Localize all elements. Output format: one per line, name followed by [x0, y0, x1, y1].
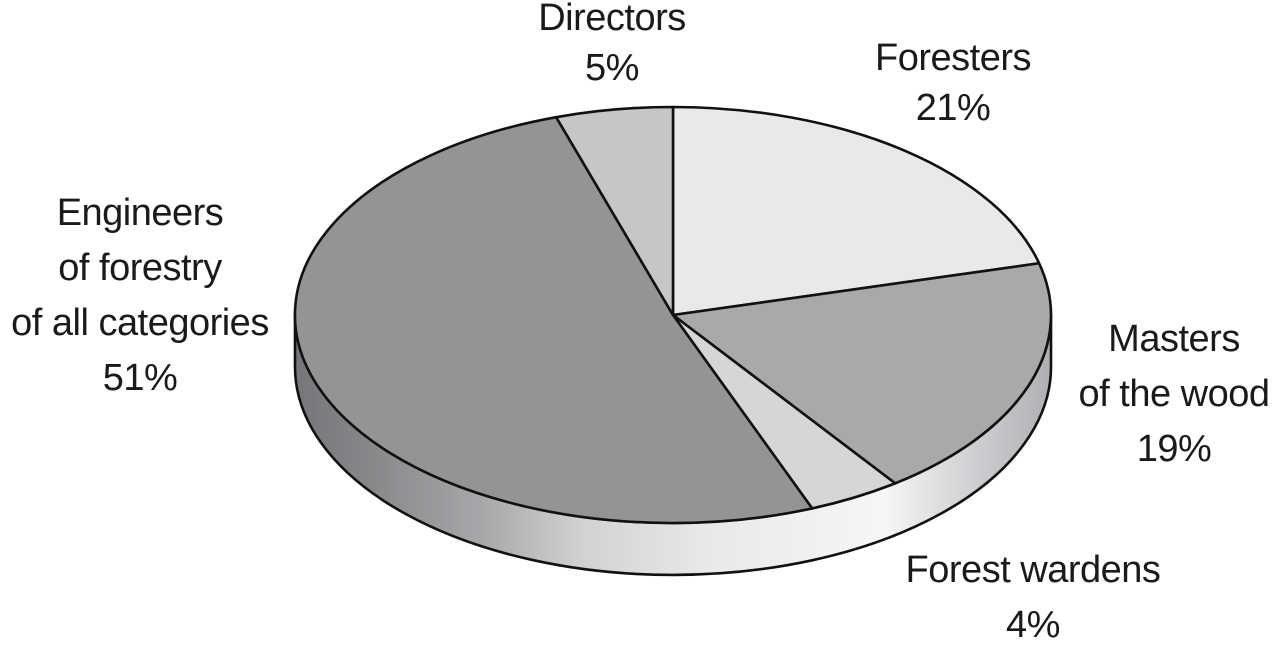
- callout-line: 19%: [1136, 428, 1212, 470]
- label-foresters: Foresters 21%: [875, 33, 1031, 133]
- callout-line: Forest wardens: [905, 549, 1161, 591]
- callout-line: 4%: [1006, 604, 1060, 646]
- pie-slice-masters-of-the-wood: [671, 261, 1053, 485]
- callout-line: of forestry: [58, 247, 222, 289]
- callout-line: 51%: [102, 357, 178, 399]
- callout-line: Directors: [538, 0, 686, 39]
- callout-line: Masters: [1108, 318, 1240, 360]
- pie-slice-directors: [554, 105, 675, 317]
- callout-line: 21%: [915, 87, 991, 129]
- callout-line: Foresters: [875, 37, 1031, 79]
- callout-line: Engineers: [56, 192, 224, 234]
- label-engineers: Engineers of forestry of all categories …: [11, 186, 269, 406]
- callout-line: of the wood: [1078, 373, 1270, 415]
- label-masters: Masters of the wood 19%: [1079, 312, 1270, 477]
- label-forest-wardens: Forest wardens 4%: [906, 543, 1161, 646]
- callout-line: of all categories: [11, 302, 269, 344]
- callout-line: 5%: [585, 47, 639, 89]
- label-directors: Directors 5%: [538, 0, 686, 93]
- pie-slice-engineers-of-forestry-of-all-categories: [293, 115, 814, 525]
- pie-slice-foresters: [671, 105, 1041, 317]
